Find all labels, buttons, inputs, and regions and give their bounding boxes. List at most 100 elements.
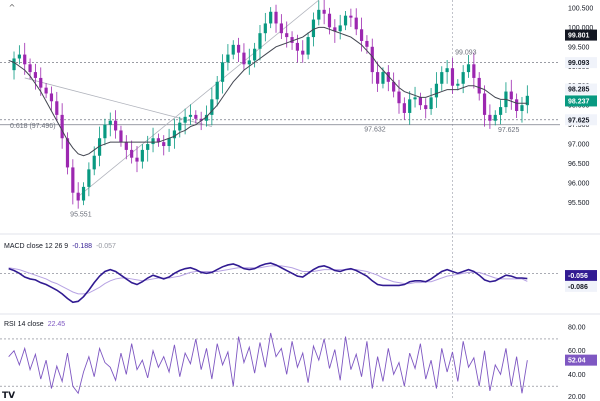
candle-body [359,29,364,41]
macd-line [8,262,528,304]
candle-body [258,33,262,49]
rsi-tick-label: 40.00 [568,372,586,379]
candle-body [477,77,481,94]
rsi-indicator-label[interactable]: RSI 14 close 22.45 [4,321,65,328]
macd-signal-line [8,265,528,295]
candle-body [488,114,492,121]
trend-channel-line [24,77,212,127]
candle-body [301,50,305,55]
tradingview-logo-icon: TV [2,391,16,401]
trend-channel-line [77,0,320,197]
candle-body [269,11,273,24]
candle-body [81,186,86,201]
candle-body [119,130,123,143]
current-price-tag-bg [565,29,597,41]
candle-body [493,114,497,121]
rsi-value-tag: 52.04 [568,358,586,365]
candle-body [440,72,444,84]
macd-indicator-label[interactable]: MACD close 12 26 9 -0.188 -0.057 [4,243,116,250]
candle-body [236,44,241,53]
candle-body [392,81,396,92]
rsi-tick-label: 20.00 [568,394,586,400]
candle-body [402,103,406,113]
candle-body [71,167,75,193]
rsi-pane[interactable]: RSI 14 close 22.45 20.00 40.00 60.00 80.00 52… [0,321,597,400]
macd-pane[interactable]: MACD close 12 26 9-0.188-0.057 0.000-0.0… [0,243,600,315]
candle-body [247,60,251,65]
price-tick-label: 100.000 [568,25,593,32]
price-tick-label: 99.500 [568,44,590,51]
chevron-up-icon: ^ [8,3,16,12]
candle-body [354,17,358,30]
candle-body [76,192,80,201]
candle-body [253,48,257,61]
candle-body [343,15,348,26]
candle-body [49,93,54,102]
candle-body [97,138,102,156]
candle-body [424,105,428,110]
candle-body [108,120,112,125]
candle-body [156,138,160,143]
candle-body [349,15,353,18]
price-tick-label: 97.500 [568,122,590,129]
candle-body [338,25,342,32]
candle-body [498,107,503,115]
moving-average-line [8,26,528,157]
candle-body [381,72,385,84]
current-price-tag: 98.237 [568,98,590,105]
candle-body [515,99,519,111]
candle-body [279,23,283,34]
candle-body [178,122,182,131]
candle-body [274,11,278,24]
candle-body [44,87,48,94]
candle-body [397,91,401,104]
price-tick-label: 97.000 [568,142,590,149]
candle-body [17,54,21,59]
macd-value-tag-bg [565,270,597,282]
current-price-tag: 98.285 [568,87,590,94]
candle-body [520,105,524,111]
current-price-tag-bg [565,83,597,95]
candle-body [311,19,316,38]
candle-body [242,52,246,65]
macd-value-tag: -0.056 [568,273,588,280]
candle-body [408,99,412,113]
candle-body [376,72,380,84]
candle-body [327,13,332,28]
candle-body [418,97,422,106]
price-annotation: 95.551 [70,211,92,218]
candle-body [183,116,187,123]
fib-level-label: 0.618 (97.496) [10,123,56,130]
candle-body [285,33,289,38]
candle-body [220,62,225,82]
rsi-value-tag-bg [565,354,597,366]
candle-body [317,9,321,20]
candle-body [509,91,513,100]
price-tick-label: 96.000 [568,180,590,187]
candle-body [151,138,155,145]
candle-body [295,42,300,51]
candle-body [167,138,171,147]
candle-body [226,54,230,63]
candle-body [461,72,465,84]
candle-body [306,37,310,55]
candle-body [365,40,369,47]
price-annotation: 97.632 [364,126,386,133]
macd-value-tag: -0.086 [568,284,588,291]
collapse-panel-button[interactable]: ^ [6,2,18,14]
rsi-tick-label: 80.00 [568,325,586,332]
candle-body [33,72,38,78]
macd-value-tag-bg [565,280,597,292]
candle-body [413,97,417,100]
price-tick-label: 100.500 [568,5,593,12]
candle-body [210,99,214,115]
level-price-tag: 97.625 [568,117,590,124]
candle-body [472,64,476,78]
candle-body [23,54,27,65]
candle-body [114,120,118,131]
price-annotation: 97.625 [498,127,520,134]
candle-body [450,68,455,86]
candle-body [65,138,70,168]
